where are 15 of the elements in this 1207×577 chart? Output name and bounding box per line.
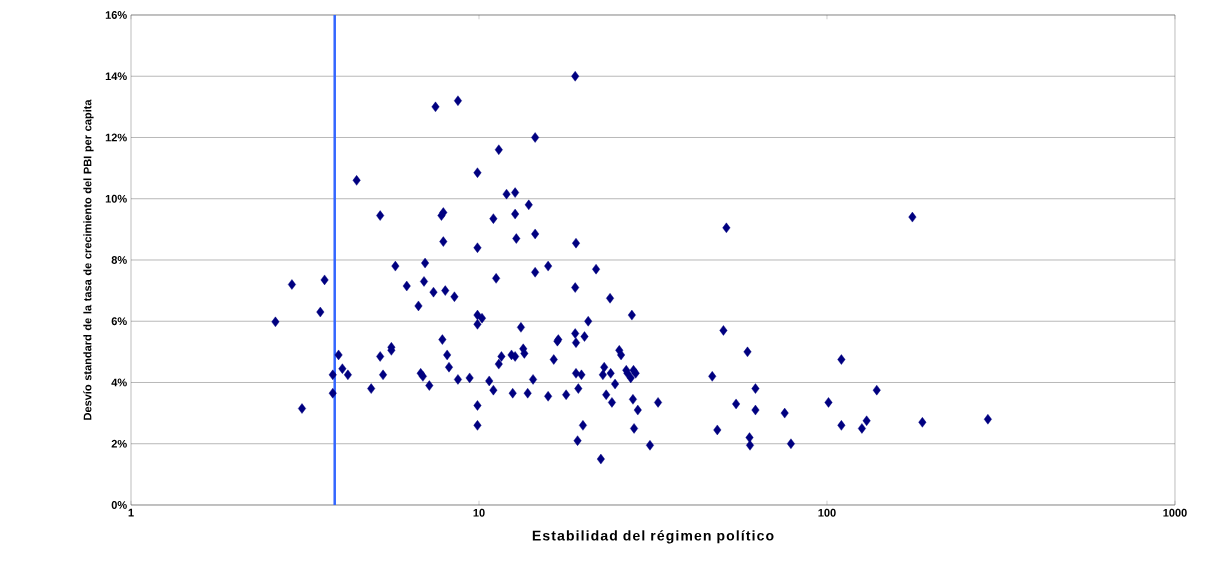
y-axis-title: Desvío standard de la tasa de crecimiento del PBI per capita [83, 99, 94, 420]
y-tick-label: 10% [105, 194, 127, 203]
y-tick-label: 2% [111, 439, 127, 448]
x-tick-label: 1000 [1163, 508, 1187, 517]
x-tick-label: 1 [128, 508, 134, 517]
y-tick-label: 14% [105, 72, 127, 81]
x-axis-title: Estabilidad del régimen político [532, 530, 774, 544]
y-tick-label: 12% [105, 133, 127, 142]
y-tick-label: 0% [111, 501, 127, 509]
x-tick-label: 100 [818, 508, 836, 517]
y-tick-label: 4% [111, 378, 127, 387]
x-tick-label: 10 [473, 508, 485, 517]
y-tick-label: 8% [111, 256, 127, 264]
y-tick-label: 16% [105, 11, 127, 19]
y-tick-label: 6% [111, 317, 127, 326]
